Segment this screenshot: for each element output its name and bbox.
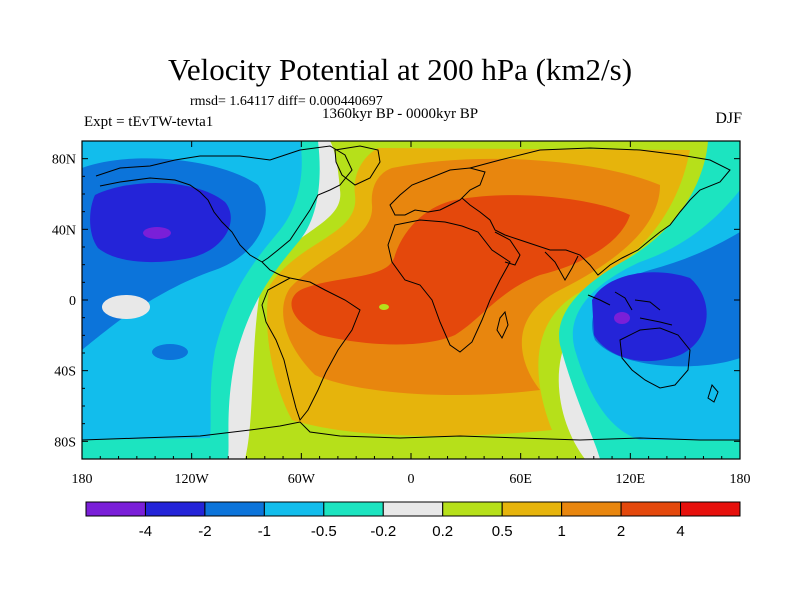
map-title: Velocity Potential at 200 hPa (km2/s) bbox=[167, 52, 633, 87]
colorbar-label: -0.5 bbox=[311, 523, 337, 540]
colorbar-label: -1 bbox=[258, 523, 271, 540]
lon-tick-label: 0 bbox=[408, 472, 415, 487]
lat-tick-label: 80N bbox=[52, 153, 76, 168]
colorbar-swatch bbox=[85, 501, 146, 517]
stats-text: rmsd= 1.64117 diff= 0.000440697 bbox=[190, 94, 383, 109]
experiment-label: Expt = tEvTW-tevta1 bbox=[84, 114, 214, 130]
colorbar-swatch bbox=[382, 501, 444, 517]
coast-maritime-continent bbox=[587, 291, 673, 326]
contour-band-negative-4 bbox=[90, 183, 231, 263]
colorbar-swatch bbox=[561, 501, 622, 517]
colorbar-swatch bbox=[501, 501, 563, 517]
coast-antarctica bbox=[82, 421, 740, 441]
lon-tick-label: 120W bbox=[175, 472, 210, 487]
lat-tick-label: 80S bbox=[54, 435, 76, 450]
coastlines bbox=[82, 145, 740, 441]
velocity-potential-field bbox=[82, 141, 740, 459]
coast-madagascar bbox=[496, 310, 509, 340]
colorbar-label: 4 bbox=[676, 523, 684, 540]
coast-north-america bbox=[95, 145, 353, 263]
lat-tick-label: 40S bbox=[54, 365, 76, 380]
lat-tick-label: 0 bbox=[69, 294, 76, 309]
colorbar-swatch bbox=[680, 501, 741, 517]
colorbar-swatch bbox=[442, 501, 503, 517]
coast-africa bbox=[387, 219, 511, 353]
lon-tick-label: 60E bbox=[509, 472, 532, 487]
colorbar-label: 2 bbox=[617, 523, 625, 540]
period-text: 1360kyr BP - 0000kyr BP bbox=[322, 106, 479, 122]
coast-europe bbox=[389, 167, 486, 216]
season-label: DJF bbox=[715, 110, 742, 127]
colorbar: -4 -2 -1 -0.5 -0.2 0.2 0.5 1 2 4 bbox=[85, 501, 741, 540]
lon-tick-label: 180 bbox=[730, 472, 751, 487]
colorbar-label: 0.5 bbox=[492, 523, 513, 540]
coast-asia bbox=[461, 147, 731, 276]
colorbar-swatch bbox=[323, 501, 384, 517]
contour-hole-west bbox=[102, 295, 150, 319]
coast-new-zealand bbox=[707, 383, 719, 403]
lon-tick-label: 180 bbox=[72, 472, 93, 487]
colorbar-label: -0.2 bbox=[370, 523, 396, 540]
colorbar-swatch bbox=[144, 501, 206, 517]
lon-tick-label: 60W bbox=[288, 472, 316, 487]
contour-patch-negative-west bbox=[152, 344, 188, 360]
colorbar-label: -2 bbox=[198, 523, 211, 540]
colorbar-swatch bbox=[204, 501, 265, 517]
coast-south-america bbox=[261, 277, 361, 422]
colorbar-swatch bbox=[620, 501, 682, 517]
colorbar-swatch bbox=[263, 501, 325, 517]
contour-core-negative-east bbox=[614, 312, 630, 324]
contour-band-negative-east-4 bbox=[592, 272, 707, 362]
coast-greenland bbox=[334, 145, 381, 186]
contour-patch-positive-atlantic bbox=[379, 304, 389, 310]
lat-tick-label: 40N bbox=[52, 223, 76, 238]
map-axes: 180 120W 60W 0 60E 120E 180 80N 40N 0 40S 80S bbox=[52, 141, 751, 487]
contour-core-negative-west bbox=[143, 227, 171, 239]
coast-australia bbox=[619, 327, 691, 389]
colorbar-label: 1 bbox=[557, 523, 565, 540]
lon-tick-label: 120E bbox=[616, 472, 646, 487]
coast-central-america bbox=[261, 261, 291, 279]
coast-arabia-india bbox=[494, 231, 579, 282]
colorbar-label: 0.2 bbox=[432, 523, 453, 540]
contour-band-positive-4 bbox=[291, 195, 630, 345]
colorbar-label: -4 bbox=[139, 523, 152, 540]
